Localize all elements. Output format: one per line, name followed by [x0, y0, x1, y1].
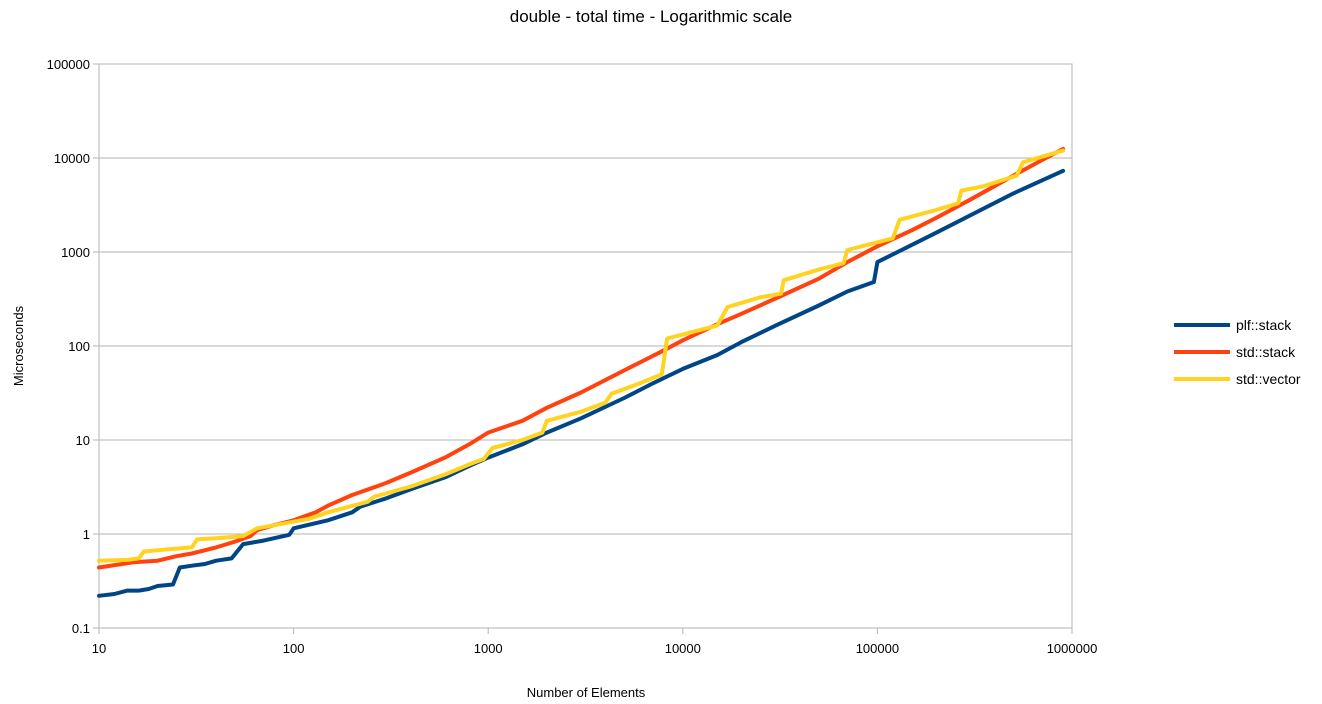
x-axis-label: Number of Elements [527, 685, 646, 700]
x-tick-label-5: 1000000 [1047, 641, 1098, 656]
y-tick-label-1: 1 [83, 527, 90, 542]
x-tick-label-3: 10000 [665, 641, 701, 656]
series-line-std-stack [97, 146, 1066, 570]
chart-title: double - total time - Logarithmic scale [510, 7, 793, 26]
x-tick-label-2: 1000 [474, 641, 503, 656]
y-tick-label-6: 100000 [47, 57, 90, 72]
y-tick-label-4: 1000 [61, 245, 90, 260]
legend-label-plf-stack: plf::stack [1236, 317, 1292, 333]
y-tick-label-2: 10 [76, 433, 90, 448]
y-tick-label-5: 10000 [54, 151, 90, 166]
legend-label-std-stack: std::stack [1236, 344, 1296, 360]
x-tick-label-4: 100000 [856, 641, 899, 656]
x-axis-ticks: 10 100 1000 10000 100000 1000000 [92, 628, 1098, 656]
x-tick-label-1: 100 [283, 641, 305, 656]
x-tick-label-0: 10 [92, 641, 106, 656]
series-line-plf-stack [97, 168, 1066, 598]
series-layer [97, 146, 1066, 598]
legend-label-std-vector: std::vector [1236, 371, 1301, 387]
y-tick-label-3: 100 [68, 339, 90, 354]
series-line-std-vector [97, 148, 1066, 563]
y-axis-label: Microseconds [11, 305, 26, 386]
y-axis-ticks: 0.1 1 10 100 1000 10000 100000 [47, 57, 99, 636]
y-tick-label-0: 0.1 [72, 621, 90, 636]
